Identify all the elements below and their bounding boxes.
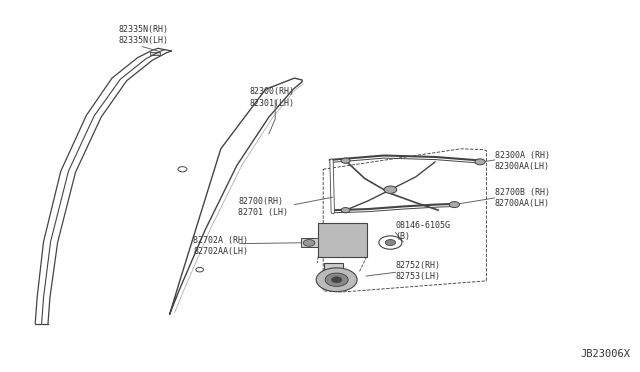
Text: 82700B (RH)
82700AA(LH): 82700B (RH) 82700AA(LH)	[495, 188, 550, 208]
Circle shape	[384, 186, 397, 193]
Circle shape	[385, 240, 396, 246]
Bar	[324, 263, 343, 274]
Text: 82700(RH)
82701 (LH): 82700(RH) 82701 (LH)	[238, 197, 288, 217]
Circle shape	[341, 208, 350, 213]
Circle shape	[316, 268, 357, 292]
Bar	[301, 238, 318, 247]
Bar	[150, 52, 160, 55]
Circle shape	[475, 159, 485, 165]
Text: 82300(RH)
82301(LH): 82300(RH) 82301(LH)	[250, 87, 294, 108]
Circle shape	[341, 158, 350, 163]
Text: 82335N(RH)
82335N(LH): 82335N(RH) 82335N(LH)	[118, 25, 168, 45]
Text: JB23006X: JB23006X	[580, 349, 630, 359]
Text: 82752(RH)
82753(LH): 82752(RH) 82753(LH)	[396, 261, 440, 281]
Circle shape	[325, 273, 348, 286]
Circle shape	[303, 240, 315, 246]
Text: 82702A (RH)
82702AA(LH): 82702A (RH) 82702AA(LH)	[193, 236, 248, 256]
Text: 08146-6105G
(B): 08146-6105G (B)	[396, 221, 451, 241]
Circle shape	[449, 202, 460, 208]
Circle shape	[332, 277, 342, 283]
Bar	[318, 223, 367, 257]
Text: 82300A (RH)
82300AA(LH): 82300A (RH) 82300AA(LH)	[495, 151, 550, 171]
